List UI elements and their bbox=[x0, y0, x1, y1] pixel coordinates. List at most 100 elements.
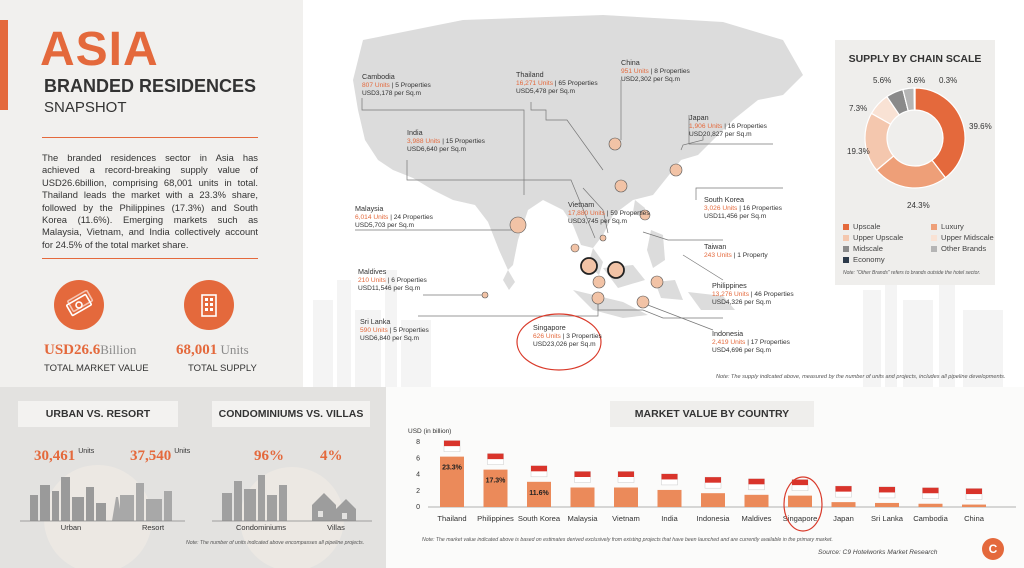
legend-item: Economy bbox=[843, 255, 885, 264]
x-tick-label: Indonesia bbox=[697, 514, 731, 523]
asia-map bbox=[313, 15, 1003, 387]
bars: 23.3% 17.3% 11.6% bbox=[440, 440, 986, 507]
y-tick-label: 0 bbox=[416, 504, 420, 511]
donut-title: SUPPLY BY CHAIN SCALE bbox=[848, 53, 982, 65]
urban-label: Urban bbox=[60, 523, 82, 532]
bar-india bbox=[657, 489, 682, 507]
singapore-highlight bbox=[516, 313, 602, 371]
donut-label: 19.3% bbox=[847, 147, 870, 156]
urban-units: 30,461 Units bbox=[34, 448, 95, 464]
resort-label: Resort bbox=[141, 523, 165, 532]
callout-japan: Japan 1,906 Units | 16 Properties USD20,… bbox=[689, 113, 767, 139]
x-tick-label: Vietnam bbox=[612, 514, 640, 523]
divider bbox=[42, 137, 258, 138]
c9-logo: C bbox=[982, 538, 1004, 560]
flag-icon bbox=[487, 453, 504, 460]
building-icon bbox=[184, 280, 234, 330]
accent-bar bbox=[0, 20, 8, 110]
legend-swatch bbox=[931, 234, 937, 241]
callout-singapore: Singapore 626 Units | 3 Properties USD23… bbox=[533, 323, 602, 349]
supply-figure: 68,001 Units bbox=[176, 342, 249, 358]
bar-thailand bbox=[440, 456, 464, 507]
donut-label: 3.6% bbox=[907, 76, 926, 85]
bar-chart-note: Note: The market value indicated above i… bbox=[422, 537, 833, 543]
legend-item: Luxury bbox=[931, 222, 964, 231]
legend-swatch bbox=[843, 234, 849, 241]
x-tick-label: India bbox=[661, 514, 678, 523]
flag-icon bbox=[444, 440, 460, 447]
donut-note: Note: "Other Brands" refers to brands ou… bbox=[843, 270, 981, 276]
donut-label: 7.3% bbox=[849, 104, 868, 113]
flag-icon bbox=[748, 478, 765, 485]
x-tick-label: Thailand bbox=[437, 514, 466, 523]
legend-item: Upscale bbox=[843, 222, 880, 231]
callout-thailand: Thailand 16,271 Units | 65 Properties US… bbox=[516, 70, 598, 96]
market-value-title: MARKET VALUE BY COUNTRY bbox=[610, 401, 814, 427]
market-value-figure: USD26.6Billion bbox=[44, 342, 137, 358]
bar-south-korea bbox=[527, 481, 551, 507]
legend-swatch bbox=[843, 245, 849, 252]
market-value-panel: MARKET VALUE BY COUNTRY USD (in billion)… bbox=[386, 387, 1024, 568]
supply-chain-scale-panel: SUPPLY BY CHAIN SCALE 5.6% 3.6% 0.3% 7.3… bbox=[835, 40, 995, 285]
condo-share: 96% bbox=[254, 448, 284, 464]
flag-icon bbox=[879, 486, 895, 493]
x-tick-label: Cambodia bbox=[913, 514, 948, 523]
market-value-label: TOTAL MARKET VALUE bbox=[44, 363, 149, 374]
map-note: Note: The supply indicated above, measur… bbox=[716, 374, 1006, 380]
donut-label: 39.6% bbox=[969, 122, 992, 131]
callout-philippines: Philippines 13,276 Units | 46 Properties… bbox=[712, 281, 794, 307]
y-tick-label: 8 bbox=[416, 439, 420, 446]
bar-sri-lanka bbox=[875, 502, 899, 507]
split-panels: URBAN VS. RESORT CONDOMINIUMS VS. VILLAS bbox=[0, 387, 386, 568]
x-tick-label: Japan bbox=[833, 514, 854, 523]
page-tagline: SNAPSHOT bbox=[44, 99, 127, 116]
callout-china: China 951 Units | 8 Properties USD2,302 … bbox=[621, 58, 690, 84]
flag-icon bbox=[792, 479, 808, 486]
intro-paragraph: The branded residences sector in Asia ha… bbox=[42, 152, 258, 250]
bottom-left-note: Note: The number of units indicated abov… bbox=[186, 540, 365, 546]
legend-item: Other Brands bbox=[931, 244, 986, 253]
legend-swatch bbox=[931, 223, 937, 230]
x-tick-label: Maldives bbox=[742, 514, 772, 523]
callout-taiwan: Taiwan 243 Units | 1 Property bbox=[704, 242, 768, 259]
legend-item: Upper Midscale bbox=[931, 233, 994, 242]
source-credit: Source: C9 Hotelworks Market Research bbox=[818, 549, 938, 556]
legend-swatch bbox=[931, 245, 937, 252]
callout-vietnam: Vietnam 17,880 Units | 59 Properties USD… bbox=[568, 200, 650, 226]
flag-icon bbox=[966, 488, 982, 495]
bar-vietnam bbox=[614, 487, 638, 507]
x-tick-label: Philippines bbox=[477, 514, 514, 523]
resort-units: 37,540 Units bbox=[130, 448, 191, 464]
bar-maldives bbox=[744, 494, 769, 507]
donut-label: 5.6% bbox=[873, 76, 892, 85]
callout-south-korea: South Korea 3,026 Units | 16 Properties … bbox=[704, 195, 782, 221]
villa-label: Villas bbox=[327, 523, 345, 532]
callout-indonesia: Indonesia 2,419 Units | 17 Properties US… bbox=[712, 329, 790, 355]
callout-malaysia: Malaysia 6,014 Units | 24 Properties USD… bbox=[355, 204, 433, 230]
page-subtitle: BRANDED RESIDENCES bbox=[44, 76, 257, 96]
divider bbox=[42, 258, 258, 259]
data-label: 11.6% bbox=[529, 490, 549, 497]
summary-panel: ASIA BRANDED RESIDENCES SNAPSHOT The bra… bbox=[0, 0, 303, 387]
condo-villa-title: CONDOMINIUMS VS. VILLAS bbox=[212, 401, 370, 427]
x-axis-labels: Thailand Philippines South Korea Malaysia Vi… bbox=[437, 514, 984, 523]
supply-label: TOTAL SUPPLY bbox=[188, 363, 257, 374]
callout-cambodia: Cambodia 807 Units | 5 Properties USD3,1… bbox=[362, 72, 431, 98]
legend-item: Upper Upscale bbox=[843, 233, 903, 242]
flag-icon bbox=[922, 487, 939, 494]
legend-item: Midscale bbox=[843, 244, 883, 253]
donut-label: 24.3% bbox=[907, 201, 930, 210]
x-tick-label: Singapore bbox=[783, 514, 818, 523]
x-tick-label: Sri Lanka bbox=[871, 514, 904, 523]
data-label: 17.3% bbox=[486, 478, 507, 485]
y-tick-label: 4 bbox=[416, 472, 420, 479]
flag-icon bbox=[618, 471, 634, 477]
donut-slices bbox=[864, 87, 966, 189]
donut-label: 0.3% bbox=[939, 76, 958, 85]
bar-japan bbox=[831, 502, 856, 507]
flag-icon bbox=[835, 486, 852, 492]
bar-indonesia bbox=[701, 493, 725, 507]
legend-swatch bbox=[843, 256, 849, 263]
bar-china bbox=[962, 504, 986, 507]
